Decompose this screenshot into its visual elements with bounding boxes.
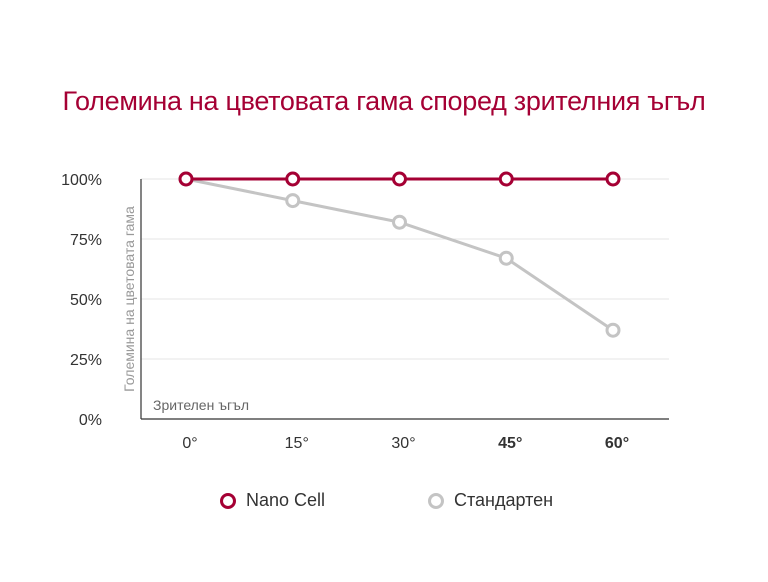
legend-item-standard: Стандартен — [428, 490, 553, 511]
y-axis-label: Големина на цветовата гама — [121, 206, 137, 392]
y-tick-label: 50% — [70, 292, 102, 309]
data-point — [285, 193, 301, 209]
x-axis-label: Зрителен ъгъл — [153, 397, 249, 413]
y-tick-label: 25% — [70, 352, 102, 369]
data-point — [392, 171, 407, 187]
data-point — [498, 250, 514, 266]
data-point — [178, 171, 194, 187]
data-point — [605, 322, 621, 338]
data-point — [605, 171, 621, 187]
y-tick-label: 100% — [61, 172, 102, 189]
legend-marker-icon — [428, 492, 444, 509]
x-tick-label: 45° — [498, 435, 522, 452]
data-point — [285, 171, 301, 187]
x-tick-label: 15° — [285, 435, 309, 452]
y-tick-label: 75% — [70, 232, 102, 249]
x-tick-label: 0° — [182, 435, 197, 452]
legend-marker-icon — [220, 492, 236, 509]
data-point — [498, 171, 514, 187]
x-tick-label: 30° — [391, 435, 415, 452]
chart-title: Големина на цветовата гама според зрител… — [62, 86, 706, 116]
x-tick-label: 60° — [605, 435, 629, 452]
data-point — [392, 214, 407, 230]
legend-label: Стандартен — [454, 490, 554, 510]
y-tick-label: 0% — [79, 412, 102, 429]
series-line — [185, 177, 614, 332]
legend-item-nano-cell: Nano Cell — [220, 490, 325, 511]
legend-label: Nano Cell — [246, 490, 326, 510]
